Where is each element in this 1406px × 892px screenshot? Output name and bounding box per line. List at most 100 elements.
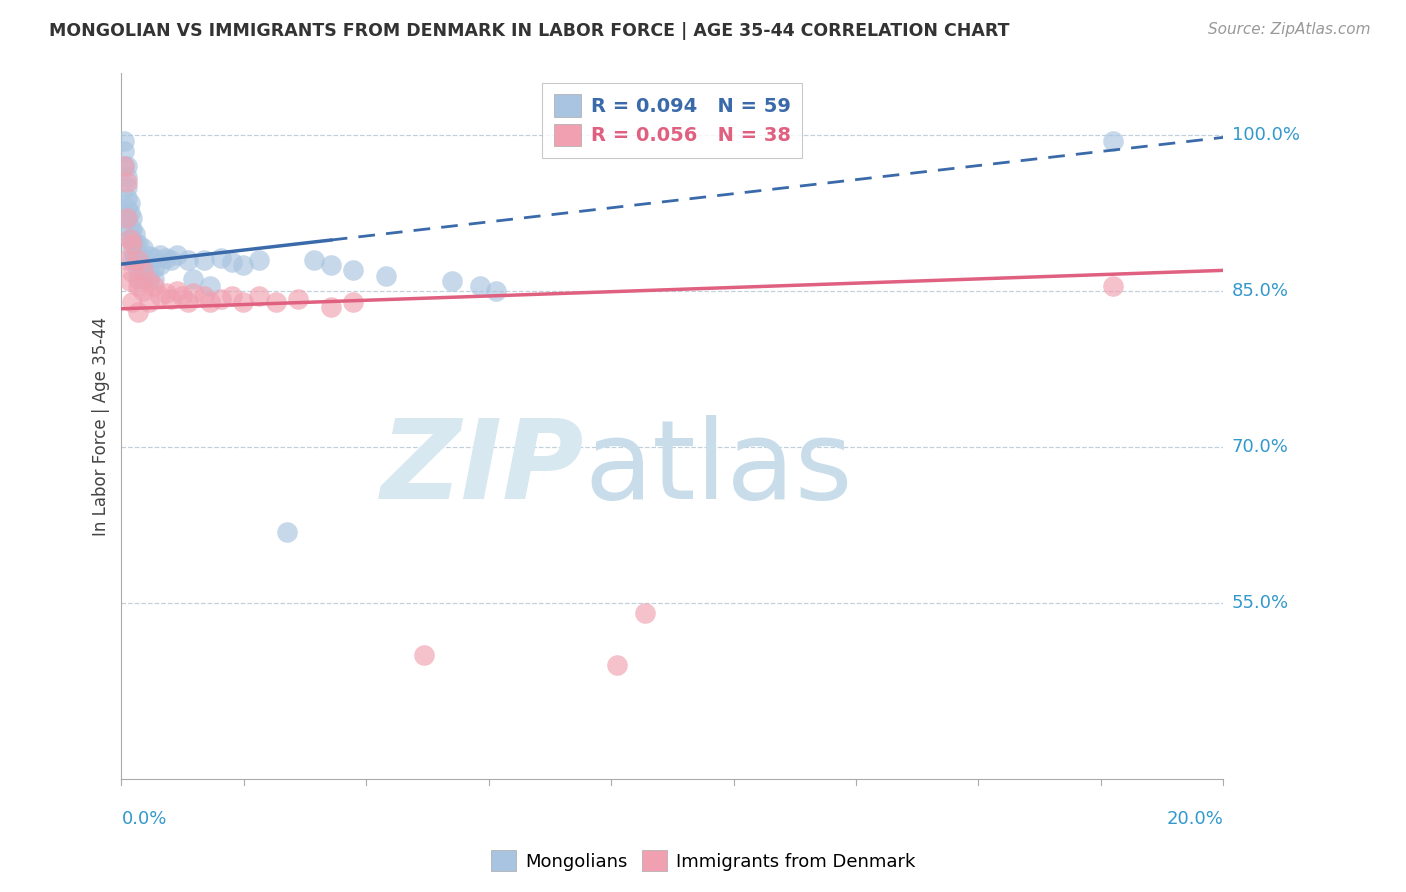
- Text: atlas: atlas: [585, 415, 852, 522]
- Text: MONGOLIAN VS IMMIGRANTS FROM DENMARK IN LABOR FORCE | AGE 35-44 CORRELATION CHAR: MONGOLIAN VS IMMIGRANTS FROM DENMARK IN …: [49, 22, 1010, 40]
- Point: [143, 279, 166, 293]
- Point: [127, 271, 149, 285]
- Text: 100.0%: 100.0%: [1232, 127, 1299, 145]
- Point: [118, 232, 141, 246]
- Point: [193, 252, 215, 267]
- Point: [181, 286, 204, 301]
- Point: [132, 263, 155, 277]
- Point: [170, 289, 193, 303]
- Point: [440, 274, 463, 288]
- Point: [160, 252, 183, 267]
- Point: [155, 251, 177, 265]
- Point: [118, 222, 141, 236]
- Text: 85.0%: 85.0%: [1232, 282, 1289, 300]
- Point: [264, 294, 287, 309]
- Point: [143, 261, 166, 276]
- Point: [118, 206, 141, 220]
- Point: [121, 265, 143, 279]
- Point: [121, 237, 143, 252]
- Point: [124, 252, 146, 267]
- Point: [132, 240, 155, 254]
- Point: [247, 252, 270, 267]
- Point: [138, 259, 160, 273]
- Point: [166, 248, 188, 262]
- Point: [221, 255, 243, 269]
- Point: [198, 294, 221, 309]
- Point: [121, 243, 143, 257]
- Point: [1102, 134, 1125, 148]
- Point: [155, 286, 177, 301]
- Point: [166, 284, 188, 298]
- Point: [221, 289, 243, 303]
- Point: [276, 525, 298, 540]
- Point: [634, 606, 657, 620]
- Point: [115, 201, 138, 215]
- Point: [468, 279, 491, 293]
- Point: [132, 271, 155, 285]
- Point: [1102, 279, 1125, 293]
- Point: [143, 271, 166, 285]
- Point: [118, 232, 141, 246]
- Point: [115, 180, 138, 194]
- Point: [112, 134, 135, 148]
- Point: [138, 294, 160, 309]
- Text: ZIP: ZIP: [381, 415, 585, 522]
- Point: [606, 658, 628, 673]
- Point: [138, 274, 160, 288]
- Point: [121, 211, 143, 226]
- Text: 20.0%: 20.0%: [1167, 810, 1223, 828]
- Point: [209, 251, 232, 265]
- Point: [132, 251, 155, 265]
- Point: [118, 274, 141, 288]
- Point: [112, 160, 135, 174]
- Point: [149, 248, 172, 262]
- Point: [319, 258, 342, 272]
- Point: [304, 252, 326, 267]
- Point: [121, 252, 143, 267]
- Legend: Mongolians, Immigrants from Denmark: Mongolians, Immigrants from Denmark: [484, 843, 922, 879]
- Point: [342, 263, 364, 277]
- Point: [118, 195, 141, 210]
- Legend: R = 0.094   N = 59, R = 0.056   N = 38: R = 0.094 N = 59, R = 0.056 N = 38: [543, 83, 803, 158]
- Point: [127, 263, 149, 277]
- Point: [127, 237, 149, 252]
- Point: [485, 284, 508, 298]
- Point: [149, 258, 172, 272]
- Point: [342, 294, 364, 309]
- Point: [181, 271, 204, 285]
- Point: [115, 160, 138, 174]
- Point: [374, 268, 396, 283]
- Point: [132, 261, 155, 276]
- Point: [127, 255, 149, 269]
- Point: [115, 191, 138, 205]
- Point: [115, 169, 138, 184]
- Point: [127, 305, 149, 319]
- Point: [121, 294, 143, 309]
- Point: [127, 248, 149, 262]
- Text: 70.0%: 70.0%: [1232, 438, 1288, 456]
- Point: [138, 249, 160, 263]
- Point: [247, 289, 270, 303]
- Text: Source: ZipAtlas.com: Source: ZipAtlas.com: [1208, 22, 1371, 37]
- Point: [138, 269, 160, 284]
- Point: [198, 279, 221, 293]
- Point: [112, 160, 135, 174]
- Point: [413, 648, 436, 662]
- Point: [160, 293, 183, 307]
- Point: [149, 289, 172, 303]
- Text: 0.0%: 0.0%: [121, 810, 167, 828]
- Point: [129, 252, 152, 267]
- Point: [132, 284, 155, 298]
- Point: [121, 232, 143, 246]
- Point: [209, 293, 232, 307]
- Point: [143, 251, 166, 265]
- Point: [112, 144, 135, 158]
- Point: [121, 222, 143, 236]
- Point: [193, 289, 215, 303]
- Point: [287, 293, 309, 307]
- Point: [115, 252, 138, 267]
- Point: [176, 252, 198, 267]
- Point: [127, 279, 149, 293]
- Point: [115, 175, 138, 189]
- Point: [176, 294, 198, 309]
